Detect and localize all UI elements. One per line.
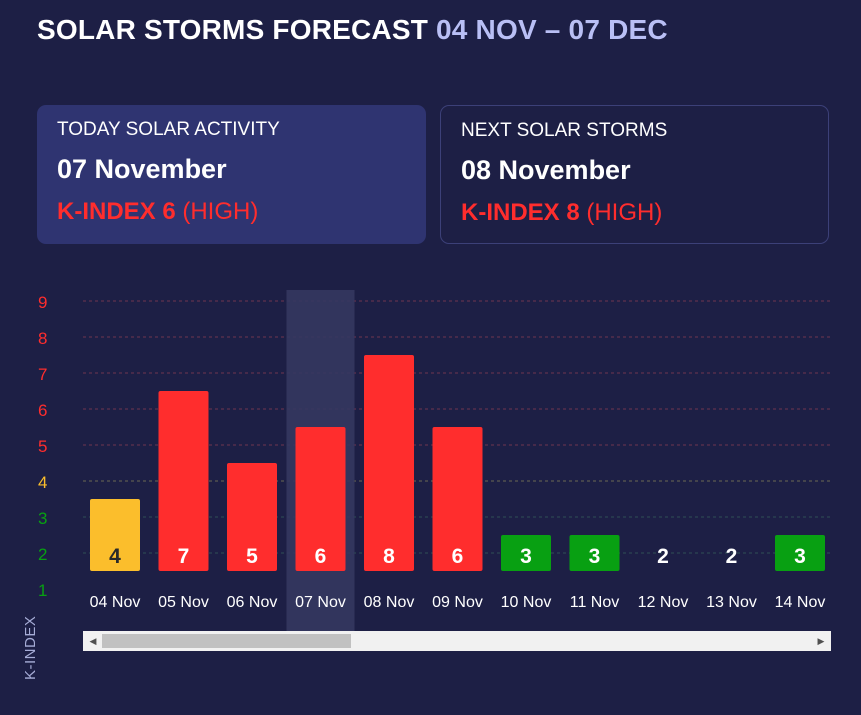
y-axis-label: K-INDEX	[22, 615, 39, 680]
bar-value-label: 8	[383, 545, 395, 568]
next-kindex-level: (HIGH)	[586, 199, 663, 226]
bar-value-label: 2	[726, 545, 738, 568]
bar-value-label: 6	[452, 545, 464, 568]
today-card-date: 07 November	[57, 154, 227, 184]
bar-value-label: 5	[246, 545, 258, 568]
x-tick-label: 04 Nov	[90, 594, 141, 611]
x-axis-ticks: 04 Nov 05 Nov 06 Nov 07 Nov 08 Nov 09 Nov 10 N…	[90, 594, 826, 611]
today-kindex-line: K-INDEX 6 (HIGH)	[57, 198, 406, 226]
y-tick-label: 3	[38, 509, 47, 528]
page-title: SOLAR STORMS FORECAST 04 NOV – 07 DEC	[37, 14, 668, 46]
date-range: 04 NOV – 07 DEC	[436, 14, 668, 45]
today-kindex-value: K-INDEX 6	[57, 198, 176, 225]
x-tick-label: 08 Nov	[364, 594, 415, 611]
scroll-right-arrow-icon[interactable]: ▶	[817, 636, 825, 646]
x-tick-label: 14 Nov	[775, 594, 826, 611]
bar	[775, 535, 825, 571]
bar	[295, 427, 346, 571]
x-tick-label: 06 Nov	[227, 594, 278, 611]
scroll-thumb[interactable]	[102, 634, 351, 648]
today-activity-card: TODAY SOLAR ACTIVITY 07 November K-INDEX…	[37, 105, 426, 244]
y-tick-label: 5	[38, 437, 47, 456]
bar-value-label: 6	[315, 545, 327, 568]
bar	[569, 535, 620, 571]
x-tick-label: 12 Nov	[638, 594, 689, 611]
bar-value-label: 7	[178, 545, 190, 568]
x-tick-label: 07 Nov	[295, 594, 346, 611]
next-kindex-value: K-INDEX 8	[461, 199, 580, 226]
bar-value-label: 3	[589, 545, 601, 568]
y-tick-label: 2	[38, 545, 47, 564]
bars: 4 7 5 6 8 6 3 3 2 2 3	[90, 355, 825, 571]
today-kindex-level: (HIGH)	[182, 198, 259, 225]
next-card-label: NEXT SOLAR STORMS	[461, 120, 668, 141]
bar	[90, 499, 140, 571]
bar-value-label: 3	[794, 545, 806, 568]
scroll-left-arrow-icon[interactable]: ◀	[89, 636, 97, 646]
next-storms-card: NEXT SOLAR STORMS 08 November K-INDEX 8 …	[440, 105, 829, 244]
y-axis-ticks: 1 2 3 4 5 6 7 8 9	[38, 293, 47, 600]
x-tick-label: 09 Nov	[432, 594, 483, 611]
y-tick-label: 7	[38, 365, 47, 384]
bar-value-label: 2	[657, 545, 669, 568]
bar	[432, 427, 483, 571]
bar	[227, 463, 277, 571]
next-kindex-line: K-INDEX 8 (HIGH)	[461, 199, 808, 227]
x-tick-label: 10 Nov	[501, 594, 552, 611]
bar	[501, 535, 551, 571]
title-text: SOLAR STORMS FORECAST	[37, 14, 429, 45]
bar	[158, 391, 209, 571]
bar-value-label: 3	[520, 545, 532, 568]
y-tick-label: 9	[38, 293, 47, 312]
x-tick-label: 05 Nov	[158, 594, 209, 611]
y-tick-label: 4	[38, 473, 47, 492]
bar-value-label: 4	[109, 545, 121, 568]
y-tick-label: 6	[38, 401, 47, 420]
bar	[364, 355, 414, 571]
y-tick-label: 8	[38, 329, 47, 348]
next-card-date: 08 November	[461, 155, 631, 185]
chart-horizontal-scrollbar[interactable]: ◀ ▶	[83, 631, 831, 651]
y-tick-label: 1	[38, 581, 47, 600]
today-card-label: TODAY SOLAR ACTIVITY	[57, 119, 280, 140]
x-tick-label: 13 Nov	[706, 594, 757, 611]
x-tick-label: 11 Nov	[570, 594, 620, 611]
